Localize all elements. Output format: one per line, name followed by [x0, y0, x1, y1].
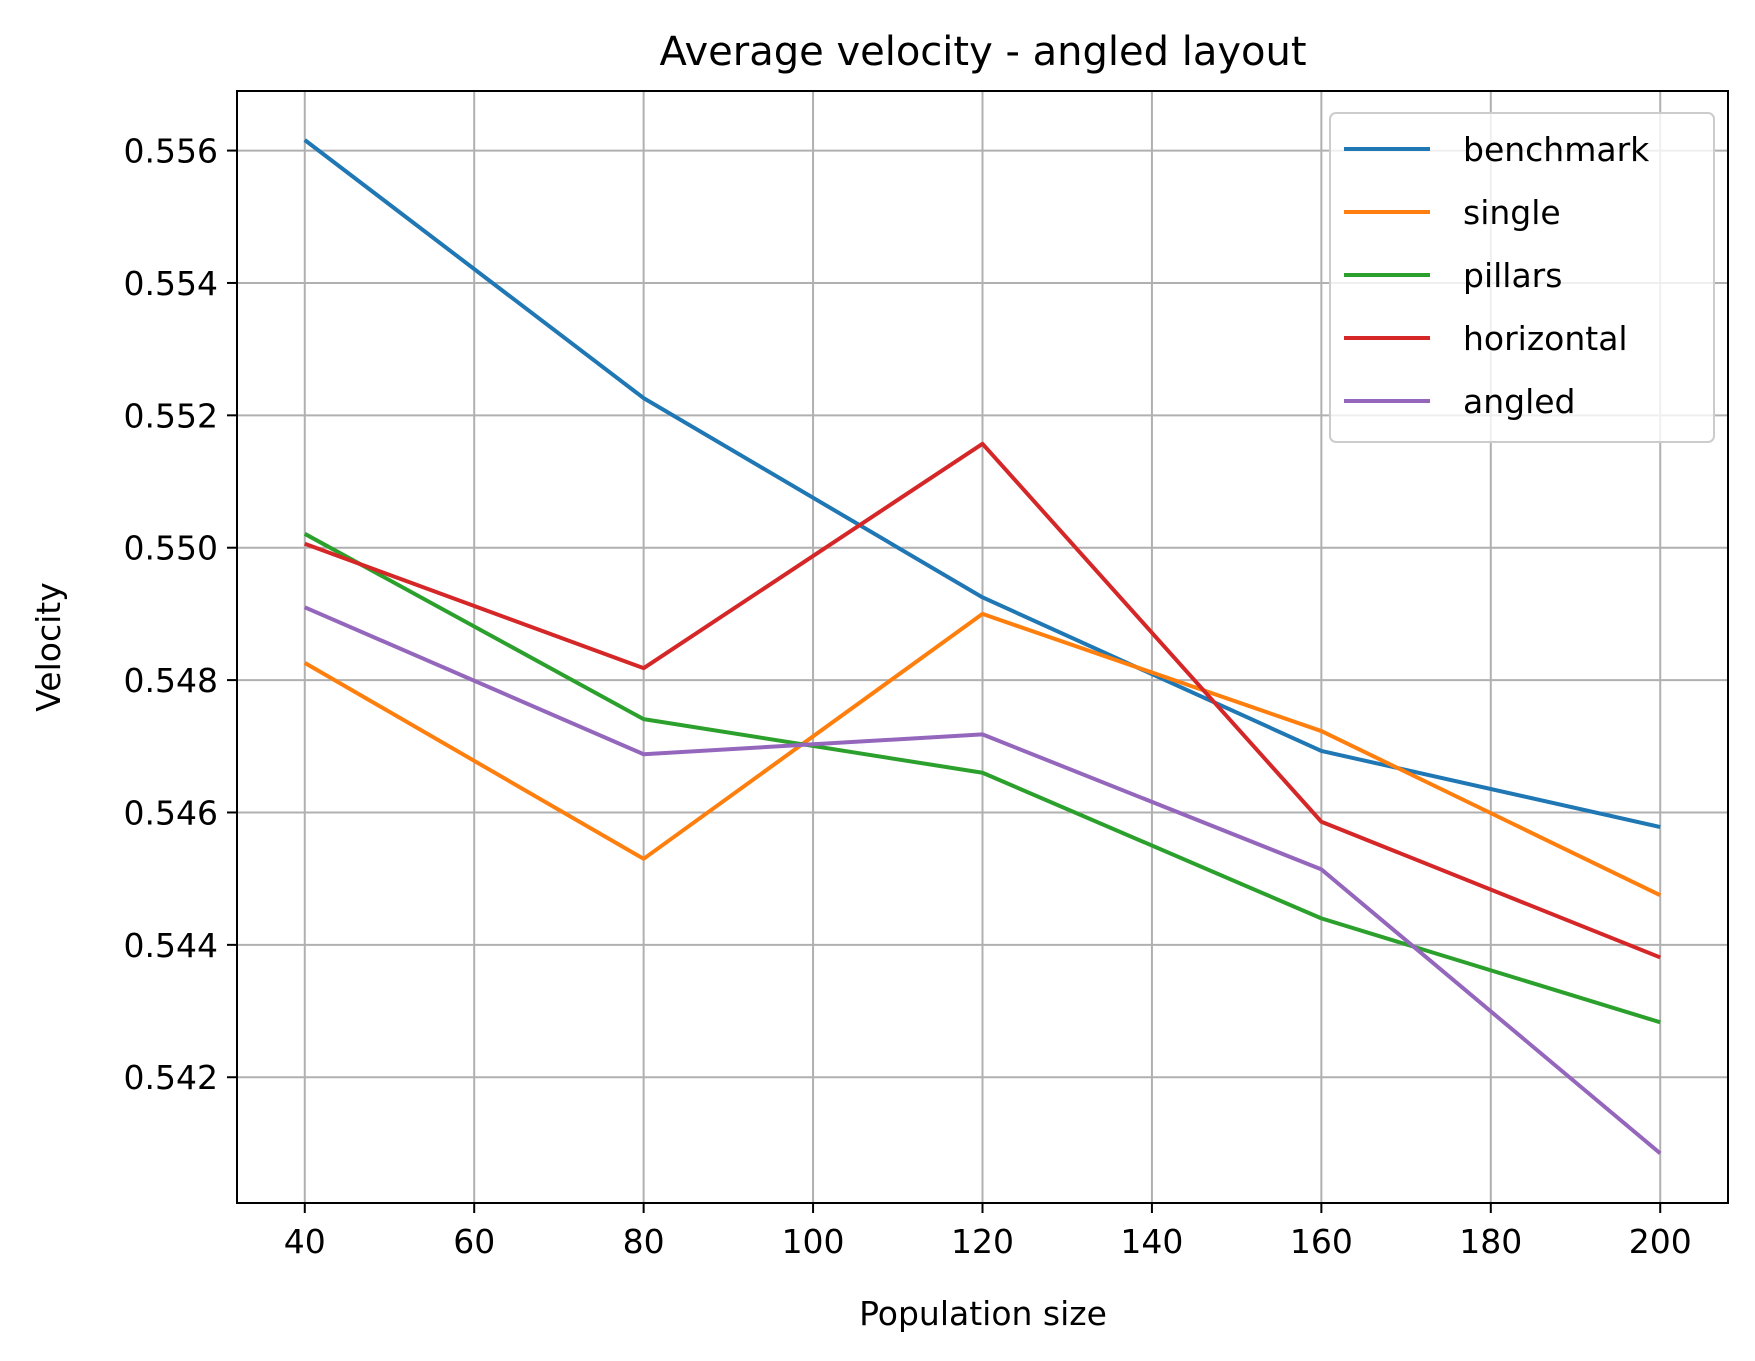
legend: benchmark single pillars horizontal angled — [1329, 112, 1715, 443]
x-tick-label: 120 — [951, 1222, 1014, 1261]
y-tick-label: 0.554 — [124, 264, 218, 303]
y-tick-label: 0.542 — [124, 1058, 218, 1097]
x-tick-label: 60 — [453, 1222, 495, 1261]
y-tick-label: 0.544 — [124, 926, 218, 965]
series-line-single — [303, 611, 1662, 898]
series-line-benchmark — [303, 138, 1661, 829]
series-line-angled — [303, 605, 1662, 1155]
y-tick-label: 0.548 — [124, 661, 218, 700]
legend-label-angled: angled — [1463, 382, 1576, 421]
x-axis-ticks: 40 60 80 100 120 140 160 180 200 — [284, 1203, 1692, 1261]
x-tick-label: 160 — [1290, 1222, 1353, 1261]
x-tick-label: 80 — [623, 1222, 665, 1261]
y-tick-label: 0.556 — [124, 132, 218, 171]
y-tick-label: 0.552 — [124, 396, 218, 435]
legend-box — [1329, 112, 1715, 443]
x-tick-label: 140 — [1120, 1222, 1183, 1261]
legend-label-horizontal: horizontal — [1463, 319, 1628, 358]
y-tick-label: 0.546 — [124, 793, 218, 832]
series-lines — [303, 138, 1662, 1155]
y-axis-label: Velocity — [29, 582, 68, 711]
x-tick-label: 100 — [782, 1222, 845, 1261]
x-axis-label: Population size — [859, 1294, 1107, 1333]
x-tick-label: 200 — [1629, 1222, 1692, 1261]
y-tick-label: 0.550 — [124, 529, 218, 568]
legend-label-single: single — [1463, 193, 1561, 232]
x-tick-label: 40 — [284, 1222, 326, 1261]
legend-label-benchmark: benchmark — [1463, 130, 1650, 169]
chart-title: Average velocity - angled layout — [659, 29, 1306, 75]
x-tick-label: 180 — [1459, 1222, 1522, 1261]
y-axis-ticks: 0.542 0.544 0.546 0.548 0.550 0.552 0.554 0.556 — [124, 132, 237, 1097]
series-line-horizontal — [304, 441, 1661, 960]
legend-label-pillars: pillars — [1463, 256, 1562, 295]
series-line-pillars — [303, 532, 1661, 1025]
